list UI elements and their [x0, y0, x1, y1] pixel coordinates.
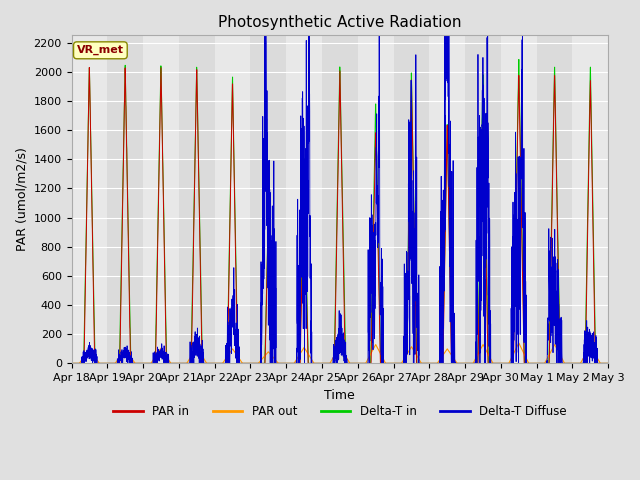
PAR out — [604, 360, 612, 366]
Delta-T Diffuse — [491, 360, 499, 366]
PAR out — [320, 360, 328, 366]
Delta-T Diffuse — [320, 360, 328, 366]
Bar — [536, 36, 572, 363]
PAR out — [604, 360, 611, 366]
Delta-T in — [490, 360, 498, 366]
Delta-T in — [320, 360, 328, 366]
PAR in — [604, 360, 612, 366]
PAR out — [164, 356, 172, 362]
PAR in — [431, 360, 438, 366]
Delta-T Diffuse — [604, 360, 611, 366]
PAR in — [604, 360, 611, 366]
Bar — [250, 36, 286, 363]
PAR in — [460, 360, 468, 366]
Y-axis label: PAR (umol/m2/s): PAR (umol/m2/s) — [15, 147, 28, 252]
PAR out — [515, 340, 523, 346]
Delta-T Diffuse — [604, 360, 612, 366]
Delta-T in — [164, 360, 172, 366]
PAR out — [68, 360, 76, 366]
Delta-T in — [515, 57, 523, 62]
Delta-T Diffuse — [430, 360, 438, 366]
Delta-T in — [460, 360, 468, 366]
PAR in — [491, 360, 499, 366]
Bar — [108, 36, 143, 363]
PAR out — [430, 360, 438, 366]
X-axis label: Time: Time — [324, 389, 355, 402]
Bar — [179, 36, 214, 363]
PAR in — [86, 65, 93, 71]
Title: Photosynthetic Active Radiation: Photosynthetic Active Radiation — [218, 15, 461, 30]
Delta-T Diffuse — [460, 360, 468, 366]
Line: Delta-T Diffuse: Delta-T Diffuse — [72, 0, 608, 363]
PAR in — [320, 360, 328, 366]
Bar — [465, 36, 501, 363]
Delta-T Diffuse — [164, 360, 172, 366]
PAR out — [460, 360, 468, 366]
PAR in — [68, 360, 76, 366]
Delta-T in — [430, 360, 438, 366]
Delta-T in — [604, 360, 612, 366]
Bar — [394, 36, 429, 363]
Delta-T in — [68, 360, 76, 366]
Line: PAR in: PAR in — [72, 68, 608, 363]
Legend: PAR in, PAR out, Delta-T in, Delta-T Diffuse: PAR in, PAR out, Delta-T in, Delta-T Dif… — [108, 401, 572, 423]
PAR out — [490, 360, 498, 366]
Line: PAR out: PAR out — [72, 343, 608, 363]
Line: Delta-T in: Delta-T in — [72, 60, 608, 363]
Bar — [322, 36, 358, 363]
Text: VR_met: VR_met — [77, 45, 124, 56]
Delta-T Diffuse — [68, 360, 76, 366]
Delta-T in — [604, 360, 611, 366]
PAR in — [164, 360, 172, 366]
